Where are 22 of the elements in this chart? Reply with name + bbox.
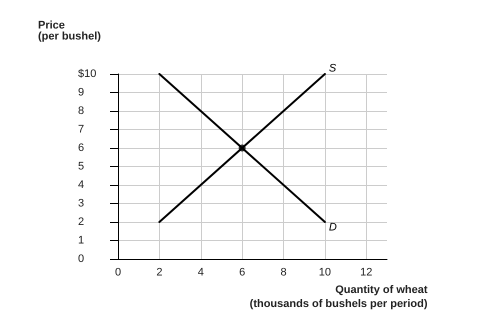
x-tick-label: 10 [318, 266, 332, 278]
y-tick-label: 1 [78, 234, 84, 246]
y-tick-label: 6 [78, 142, 84, 154]
y-tick-label: 7 [78, 124, 84, 136]
series-label: D [328, 222, 337, 234]
y-tick-label: 4 [78, 179, 84, 191]
x-tick-label: 0 [114, 266, 122, 278]
x-tick-label: 12 [360, 266, 372, 278]
x-tick-label: 4 [198, 266, 204, 278]
y-axis-title: Price (per bushel) [38, 20, 102, 42]
x-axis-title: Quantity of wheat (thousands of bushels per period) [250, 284, 428, 310]
y-tick-label: 0 [78, 253, 84, 265]
x-tick-label: 8 [280, 266, 287, 278]
x-tick-label: 6 [239, 266, 246, 278]
x-tick-label: 2 [156, 266, 162, 278]
y-tick-label: 5 [78, 160, 84, 172]
y-tick-label: $10 [78, 68, 96, 80]
y-tick-label: 8 [78, 105, 84, 117]
series-label: S [328, 62, 337, 74]
y-tick-label: 2 [78, 216, 84, 228]
y-tick-label: 3 [78, 198, 84, 210]
y-tick-label: 9 [78, 86, 84, 98]
